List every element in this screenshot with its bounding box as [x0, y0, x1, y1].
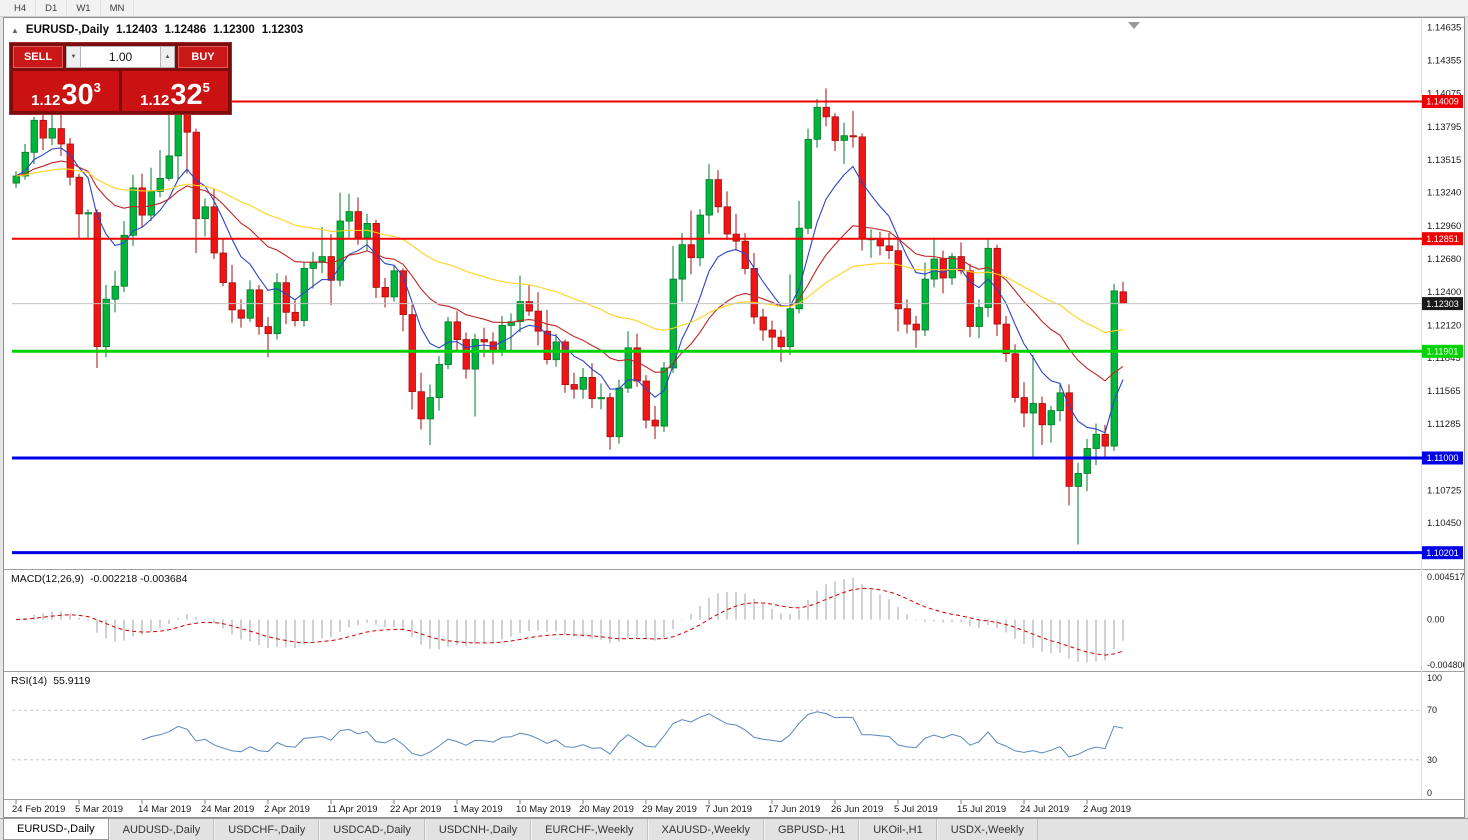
sell-button[interactable]: SELL [13, 46, 63, 68]
timeframe-mn-button[interactable]: MN [101, 0, 135, 16]
svg-text:5 Mar 2019: 5 Mar 2019 [75, 804, 123, 815]
timeframe-h4-button[interactable]: H4 [5, 0, 37, 16]
tab-gbpusd-h1[interactable]: GBPUSD-,H1 [763, 819, 860, 840]
svg-text:1.11285: 1.11285 [1427, 419, 1461, 430]
svg-text:1.12400: 1.12400 [1427, 287, 1461, 298]
svg-text:1.14075: 1.14075 [1427, 89, 1461, 100]
chart-window: 1.14635 1.14355 1.14075 1.13795 1.13515 1.132… [3, 17, 1465, 818]
macd-values: -0.002218 -0.003684 [89, 573, 188, 585]
svg-text:-0.004806: -0.004806 [1427, 660, 1464, 670]
svg-text:20 May 2019: 20 May 2019 [579, 804, 634, 815]
tab-audusd-daily[interactable]: AUDUSD-,Daily [108, 819, 215, 840]
ohlc-close-value: 1.12303 [261, 24, 304, 36]
svg-text:1.14635: 1.14635 [1427, 22, 1461, 33]
chart-header: ▲ EURUSD-,Daily 1.12403 1.12486 1.12300 … [11, 24, 303, 36]
svg-text:1.13515: 1.13515 [1427, 155, 1461, 166]
rsi-label: RSI(14) [11, 675, 48, 687]
macd-indicator-header: MACD(12,26,9) -0.002218 -0.003684 [11, 573, 187, 585]
svg-text:1.11000: 1.11000 [1427, 453, 1459, 463]
buy-price-pips: 32 [170, 79, 203, 112]
tab-usdcad-daily[interactable]: USDCAD-,Daily [319, 819, 425, 840]
svg-text:1.13795: 1.13795 [1427, 122, 1461, 133]
svg-text:17 Jun 2019: 17 Jun 2019 [768, 804, 820, 815]
svg-text:2 Apr 2019: 2 Apr 2019 [264, 804, 310, 815]
rsi-value: 55.9119 [53, 675, 91, 687]
volume-input[interactable]: 1.00 [81, 46, 160, 68]
volume-increase-icon[interactable]: ▲ [160, 46, 175, 68]
tab-eurusd-daily[interactable]: EURUSD-,Daily [3, 819, 109, 840]
tab-usdx-weekly[interactable]: USDX-,Weekly [936, 819, 1038, 840]
svg-text:1.12960: 1.12960 [1427, 221, 1461, 232]
svg-text:5 Jul 2019: 5 Jul 2019 [894, 804, 938, 815]
svg-text:14 Mar 2019: 14 Mar 2019 [138, 804, 191, 815]
svg-text:1.14009: 1.14009 [1426, 97, 1459, 107]
svg-text:11 Apr 2019: 11 Apr 2019 [327, 804, 378, 815]
svg-text:1.14355: 1.14355 [1427, 56, 1461, 67]
svg-text:30: 30 [1427, 755, 1437, 765]
trade-prices-row: 1.12 30 3 1.12 32 5 [13, 71, 228, 111]
timeframe-d1-button[interactable]: D1 [36, 0, 68, 16]
buy-price-prefix: 1.12 [140, 92, 170, 109]
svg-text:1.12680: 1.12680 [1427, 254, 1461, 265]
trade-controls-row: SELL ▼ 1.00 ▲ BUY [13, 46, 228, 68]
svg-text:0: 0 [1427, 788, 1432, 798]
volume-stepper: ▼ 1.00 ▲ [66, 46, 175, 68]
svg-text:1.10725: 1.10725 [1427, 486, 1461, 497]
svg-text:10 May 2019: 10 May 2019 [516, 804, 571, 815]
svg-text:1.12851: 1.12851 [1426, 234, 1459, 244]
svg-text:1.11901: 1.11901 [1427, 346, 1459, 356]
chart-shift-icon [1128, 22, 1140, 29]
timeframe-toolbar: H4 D1 W1 MN [0, 0, 1468, 17]
svg-text:2 Aug 2019: 2 Aug 2019 [1083, 804, 1131, 815]
volume-decrease-icon[interactable]: ▼ [66, 46, 81, 68]
rsi-indicator-header: RSI(14) 55.9119 [11, 675, 90, 687]
svg-text:1.12120: 1.12120 [1427, 320, 1461, 331]
chart-tab-bar: EURUSD-,Daily AUDUSD-,Daily USDCHF-,Dail… [0, 818, 1468, 840]
svg-text:1.10201: 1.10201 [1426, 548, 1459, 558]
tab-xauusd-weekly[interactable]: XAUUSD-,Weekly [647, 819, 764, 840]
svg-text:26 Jun 2019: 26 Jun 2019 [831, 804, 883, 815]
ohlc-open-value: 1.12403 [116, 24, 158, 36]
buy-price-button[interactable]: 1.12 32 5 [122, 71, 228, 111]
svg-text:0.00: 0.00 [1427, 615, 1445, 625]
sell-price-point: 3 [93, 80, 101, 95]
ohlc-high-value: 1.12486 [164, 24, 207, 36]
svg-text:24 Mar 2019: 24 Mar 2019 [201, 804, 254, 815]
svg-text:1.13240: 1.13240 [1427, 188, 1461, 199]
sell-price-prefix: 1.12 [31, 92, 61, 109]
price-chart[interactable]: 1.14635 1.14355 1.14075 1.13795 1.13515 1.132… [4, 18, 1464, 817]
sell-price-pips: 30 [61, 79, 94, 112]
collapse-panel-icon[interactable]: ▲ [11, 25, 19, 35]
macd-label: MACD(12,26,9) [11, 573, 84, 585]
svg-text:1 May 2019: 1 May 2019 [453, 804, 503, 815]
tab-usdchf-daily[interactable]: USDCHF-,Daily [214, 819, 320, 840]
one-click-trading-panel: SELL ▼ 1.00 ▲ BUY 1.12 30 3 1.12 32 5 [9, 42, 232, 115]
tab-usdcnh-daily[interactable]: USDCNH-,Daily [424, 819, 532, 840]
buy-price-point: 5 [202, 80, 210, 95]
sell-price-button[interactable]: 1.12 30 3 [13, 71, 119, 111]
svg-text:15 Jul 2019: 15 Jul 2019 [957, 804, 1006, 815]
svg-text:7 Jun 2019: 7 Jun 2019 [705, 804, 752, 815]
svg-text:29 May 2019: 29 May 2019 [642, 804, 697, 815]
svg-text:1.11845: 1.11845 [1427, 353, 1461, 364]
svg-text:22 Apr 2019: 22 Apr 2019 [390, 804, 441, 815]
svg-text:1.11565: 1.11565 [1427, 386, 1461, 397]
buy-button[interactable]: BUY [178, 46, 228, 68]
svg-text:24 Feb 2019: 24 Feb 2019 [12, 804, 65, 815]
svg-text:70: 70 [1427, 705, 1437, 715]
ohlc-low-value: 1.12300 [213, 24, 255, 36]
tab-eurchf-weekly[interactable]: EURCHF-,Weekly [531, 819, 648, 840]
svg-text:1.10450: 1.10450 [1427, 518, 1461, 529]
svg-text:1.12303: 1.12303 [1426, 299, 1459, 309]
svg-text:0.004517: 0.004517 [1427, 572, 1464, 582]
svg-text:24 Jul 2019: 24 Jul 2019 [1020, 804, 1069, 815]
chart-symbol-label: EURUSD-,Daily [25, 24, 109, 36]
svg-text:100: 100 [1427, 673, 1442, 683]
tab-ukoil-h1[interactable]: UKOil-,H1 [859, 819, 937, 840]
timeframe-w1-button[interactable]: W1 [67, 0, 101, 16]
